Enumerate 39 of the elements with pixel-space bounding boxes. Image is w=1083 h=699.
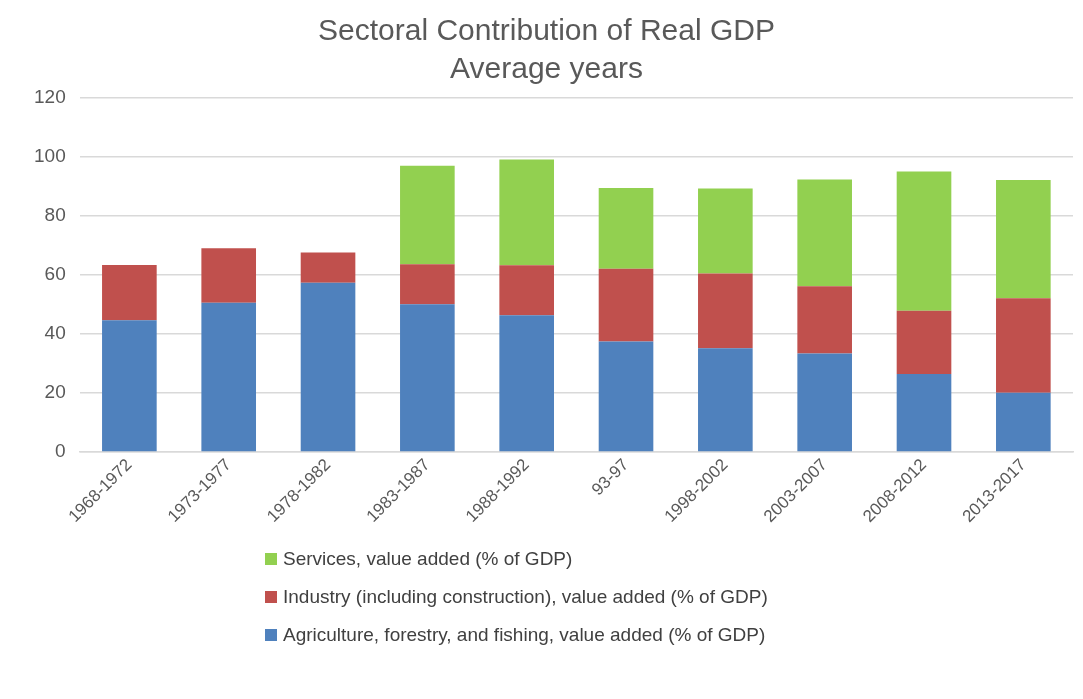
bar (102, 265, 157, 321)
bar (598, 188, 654, 269)
chart-subtitle: Average years (450, 51, 643, 85)
y-tick-label: 80 (44, 204, 66, 226)
bar (698, 348, 753, 452)
bar (400, 264, 455, 305)
bar (400, 304, 455, 452)
legend-label: Industry (including construction), value added (% of GDP) (283, 586, 768, 608)
bar (201, 302, 257, 452)
bar (201, 248, 257, 303)
y-tick-label: 60 (44, 263, 66, 285)
bar (499, 159, 554, 266)
bar (797, 286, 852, 354)
y-tick-label: 100 (34, 145, 66, 167)
bar (102, 320, 157, 452)
bar (996, 298, 1051, 393)
y-tick-label: 0 (55, 440, 66, 462)
y-tick-label: 120 (34, 86, 66, 108)
bar (896, 171, 952, 311)
legend-label: Services, value added (% of GDP) (283, 548, 573, 570)
bar (499, 315, 554, 452)
bar (598, 268, 654, 342)
bar (598, 341, 654, 452)
bar (698, 273, 753, 349)
bar (996, 392, 1051, 452)
bar (499, 265, 554, 316)
bar (797, 353, 852, 452)
chart-title: Sectoral Contribution of Real GDP (318, 13, 775, 47)
bar (996, 180, 1051, 299)
legend-label: Agriculture, forestry, and fishing, value added (% of GDP) (283, 624, 766, 646)
bar (896, 373, 952, 452)
bar (300, 252, 356, 283)
bar (896, 310, 952, 374)
y-tick-label: 20 (44, 381, 66, 403)
bar (797, 179, 852, 287)
bar (400, 165, 455, 265)
y-tick-label: 40 (44, 322, 66, 344)
bar (300, 282, 356, 452)
bar (698, 188, 753, 274)
